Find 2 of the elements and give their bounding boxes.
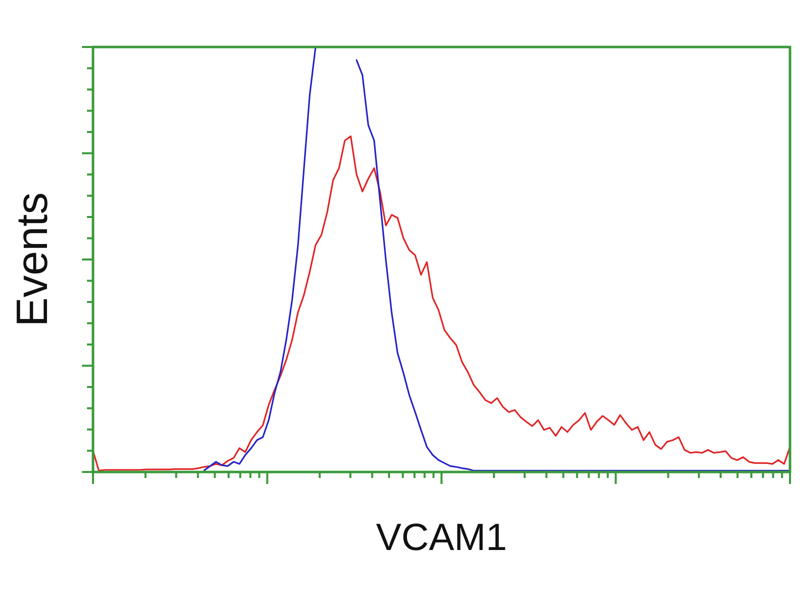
y-axis-title: Events — [8, 192, 57, 327]
x-axis-title: VCAM1 — [376, 517, 507, 559]
